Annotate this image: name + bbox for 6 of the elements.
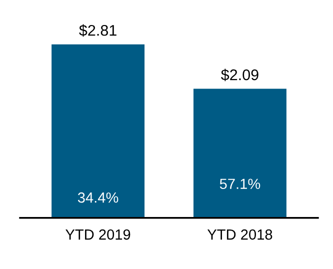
annotation: 34.4% [78,192,118,203]
annotation: 57.1% [220,178,260,190]
data-label: $2.09 [221,68,258,82]
data-label: $2.81 [79,24,116,37]
x-tick-label: YTD 2018 [207,229,272,240]
x-tick-label: YTD 2019 [66,229,130,240]
